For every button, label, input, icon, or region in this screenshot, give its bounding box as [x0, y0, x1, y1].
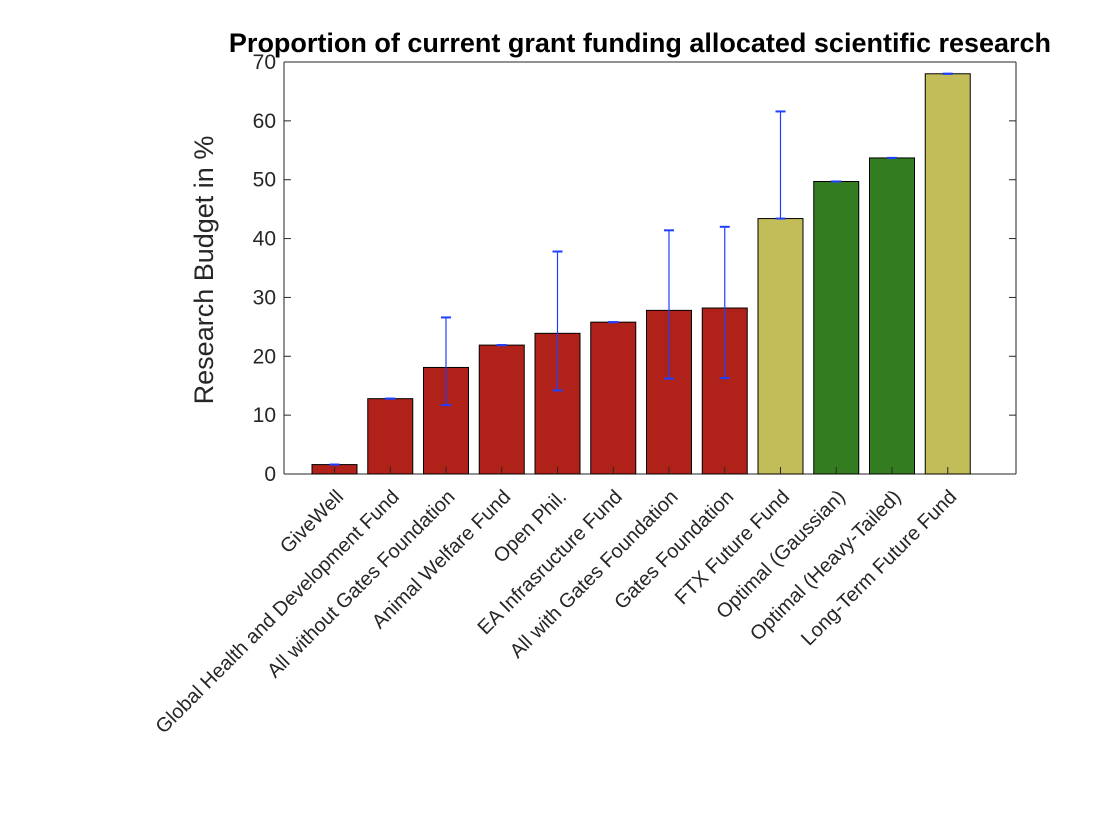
- y-axis-label: Research Budget in %: [189, 136, 219, 405]
- bar: [478, 344, 525, 475]
- y-axis-ticks: 0 10 20 30 40 50 60 70: [253, 51, 1016, 486]
- y-tick-label: 60: [253, 110, 276, 133]
- y-tick-label: 40: [253, 228, 276, 251]
- x-tick-label: Global Health and Development Fund: [152, 486, 404, 738]
- bar: [590, 321, 637, 475]
- y-tick-label: 20: [253, 345, 276, 368]
- bar: [757, 218, 804, 475]
- bar: [813, 180, 860, 475]
- error-bars-group: [329, 72, 953, 466]
- y-tick-label: 10: [253, 404, 276, 427]
- y-tick-label: 30: [253, 286, 276, 309]
- y-tick-label: 50: [253, 169, 276, 192]
- y-tick-label: 0: [264, 463, 276, 486]
- bars-group: [311, 73, 971, 475]
- y-tick-label: 70: [253, 51, 276, 74]
- chart-title: Proportion of current grant funding allo…: [229, 28, 1051, 58]
- bar: [924, 73, 971, 475]
- bar: [367, 398, 414, 475]
- bar: [869, 157, 915, 475]
